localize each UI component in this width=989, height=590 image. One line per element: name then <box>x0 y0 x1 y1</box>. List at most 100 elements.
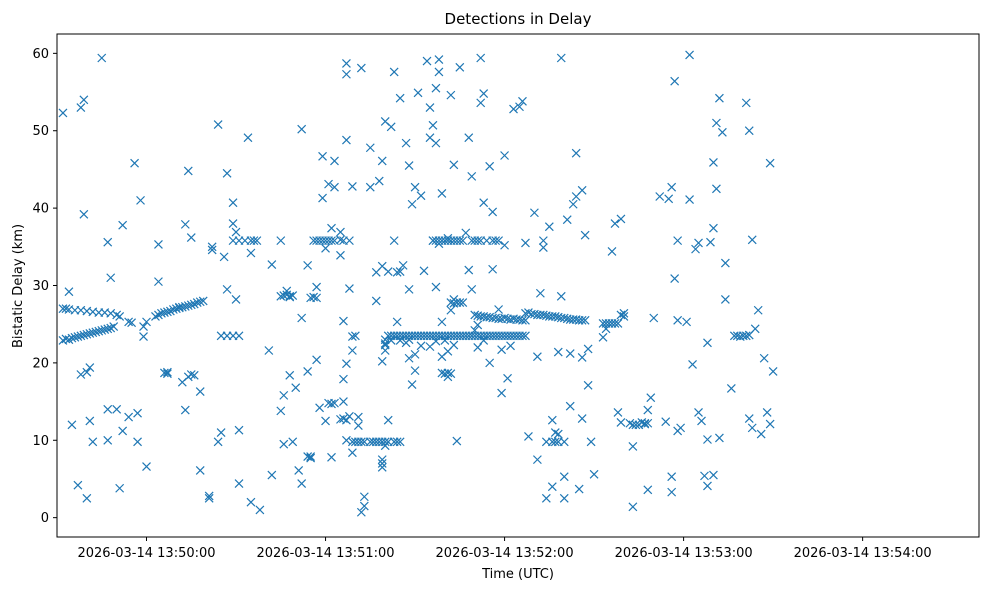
data-point <box>747 235 757 245</box>
x-axis-label: Time (UTC) <box>481 567 554 582</box>
data-point <box>327 236 336 246</box>
data-point <box>756 429 766 439</box>
data-point <box>574 484 584 494</box>
data-point <box>741 331 751 341</box>
data-point <box>556 53 566 63</box>
data-point <box>58 108 68 118</box>
data-point <box>726 383 736 393</box>
data-point <box>162 367 172 377</box>
data-point <box>61 304 71 314</box>
data-point <box>518 96 527 106</box>
data-point <box>222 284 232 294</box>
data-point <box>234 331 244 341</box>
data-point <box>255 505 265 515</box>
data-point <box>706 237 715 247</box>
data-point <box>297 479 307 489</box>
data-point <box>392 437 402 447</box>
data-point <box>407 380 417 389</box>
data-point <box>398 260 408 270</box>
data-point <box>386 122 396 132</box>
data-point <box>359 501 369 511</box>
data-point <box>377 156 387 166</box>
data-point <box>380 441 390 451</box>
data-point <box>616 214 626 224</box>
data-point <box>700 471 709 481</box>
data-point <box>521 238 530 248</box>
data-point <box>359 492 369 502</box>
data-point <box>488 264 498 274</box>
data-point <box>694 238 703 248</box>
data-point <box>76 331 86 341</box>
data-point <box>157 308 166 318</box>
data-point <box>494 236 504 246</box>
data-point <box>670 76 680 86</box>
x-tick-label: 2026-03-14 13:52:00 <box>436 546 574 561</box>
data-point <box>198 296 208 306</box>
data-point <box>446 305 456 315</box>
data-point <box>312 293 322 303</box>
data-point <box>503 373 512 383</box>
data-point <box>377 455 387 465</box>
data-point <box>306 452 316 461</box>
data-point <box>422 56 432 66</box>
data-point <box>521 331 530 341</box>
data-point <box>685 50 694 60</box>
data-point <box>535 288 545 298</box>
data-point <box>216 428 226 437</box>
data-point <box>383 267 393 276</box>
data-point <box>765 419 775 429</box>
data-point <box>342 69 351 79</box>
data-point <box>342 58 351 68</box>
data-point <box>500 313 509 323</box>
data-point <box>139 332 148 341</box>
data-point <box>446 369 456 379</box>
data-point <box>219 252 229 262</box>
data-point <box>476 98 486 108</box>
data-point <box>243 133 253 143</box>
data-point <box>709 223 718 233</box>
data-point <box>82 493 92 503</box>
data-point <box>139 322 148 331</box>
data-point <box>709 470 718 480</box>
data-point <box>559 437 569 447</box>
data-point <box>303 366 313 376</box>
data-point <box>327 452 336 462</box>
data-point <box>583 380 593 390</box>
data-point <box>91 327 101 337</box>
data-point <box>428 120 438 130</box>
data-point <box>703 481 712 491</box>
data-point <box>342 359 351 369</box>
data-point <box>377 459 387 468</box>
data-point <box>562 215 572 225</box>
data-point <box>643 418 653 428</box>
data-point <box>222 168 232 178</box>
data-point <box>667 182 677 192</box>
data-point <box>470 310 480 320</box>
data-point <box>85 363 95 372</box>
data-point <box>494 305 504 314</box>
data-point <box>344 236 354 246</box>
data-point <box>744 126 754 136</box>
data-point <box>276 406 286 416</box>
data-point <box>473 320 483 330</box>
data-point <box>464 133 474 143</box>
data-point <box>79 95 89 105</box>
data-point <box>464 265 474 275</box>
data-point <box>649 313 659 323</box>
y-tick-label: 20 <box>32 356 49 371</box>
data-point <box>342 135 351 145</box>
data-point <box>694 407 703 417</box>
data-point <box>312 355 322 365</box>
data-point <box>559 313 569 323</box>
data-point <box>264 346 274 355</box>
data-point <box>419 266 429 276</box>
data-point <box>532 352 542 362</box>
data-point <box>473 342 483 352</box>
data-point <box>73 332 83 341</box>
data-point <box>443 233 453 243</box>
data-point <box>577 353 587 362</box>
data-point <box>741 98 751 108</box>
data-point <box>67 420 77 430</box>
data-point <box>276 236 286 246</box>
data-point <box>380 339 390 348</box>
